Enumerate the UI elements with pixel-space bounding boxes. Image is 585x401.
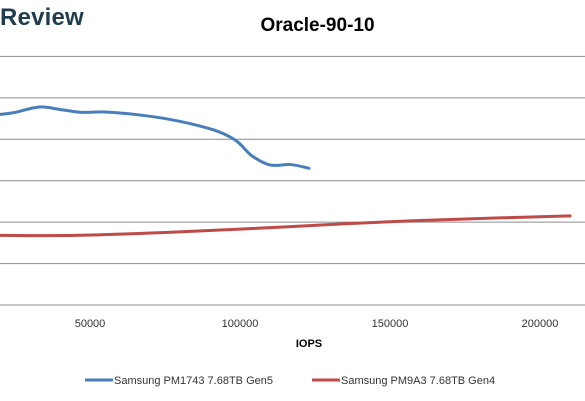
x-tick-label: 50000	[75, 318, 106, 330]
legend-label: Samsung PM1743 7.68TB Gen5	[114, 375, 273, 387]
series-line-2	[0, 214, 572, 238]
gridlines	[0, 55, 585, 306]
x-tick-label: 200000	[522, 318, 559, 330]
x-tick-label: 100000	[222, 318, 259, 330]
x-tick-label: 150000	[372, 318, 409, 330]
x-axis-ticks: 50000 100000 150000 200000	[75, 318, 559, 330]
legend-label: Samsung PM9A3 7.68TB Gen4	[341, 375, 495, 387]
legend: Samsung PM1743 7.68TB Gen5 Samsung PM9A3 …	[85, 375, 495, 387]
chart-title: Oracle-90-10	[260, 15, 375, 36]
series-lines	[0, 105, 572, 238]
brand-watermark: Review	[0, 4, 84, 31]
x-axis-title: IOPS	[296, 338, 322, 350]
series-line-1	[0, 105, 311, 170]
